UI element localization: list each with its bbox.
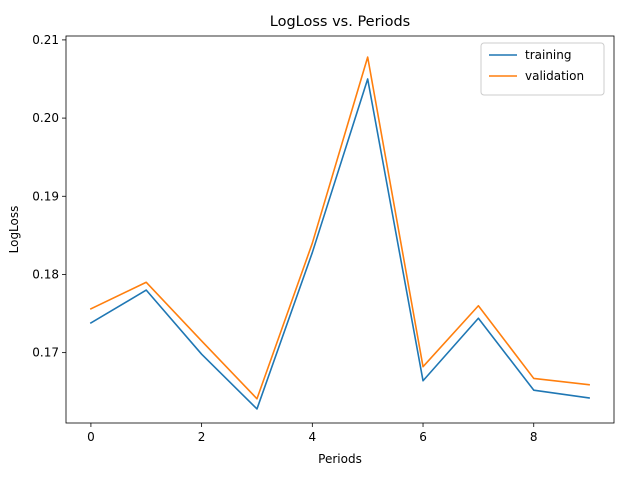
plot-area bbox=[66, 36, 614, 423]
y-axis-title: LogLoss bbox=[7, 206, 21, 254]
axes-border bbox=[65, 35, 615, 424]
x-tick-label: 6 bbox=[419, 430, 427, 444]
x-axis-ticks: 0 2 4 6 8 bbox=[87, 423, 538, 444]
series-lines bbox=[89, 56, 590, 410]
x-axis-title: Periods bbox=[318, 452, 362, 466]
y-axis-ticks: 0.17 0.18 0.19 0.20 0.21 bbox=[32, 33, 66, 360]
y-tick-label: 0.20 bbox=[32, 111, 59, 125]
legend-label-validation: validation bbox=[525, 69, 584, 83]
y-tick-label: 0.17 bbox=[32, 346, 59, 360]
y-tick-label: 0.19 bbox=[32, 189, 59, 203]
x-tick-label: 4 bbox=[309, 430, 317, 444]
chart-title: LogLoss vs. Periods bbox=[270, 14, 410, 30]
axes-spines bbox=[65, 35, 615, 424]
plot-frame bbox=[66, 36, 614, 423]
x-tick-label: 2 bbox=[198, 430, 206, 444]
legend: training validation bbox=[480, 42, 605, 96]
y-tick-label: 0.21 bbox=[32, 33, 59, 47]
x-tick-label: 8 bbox=[530, 430, 538, 444]
y-tick-label: 0.18 bbox=[32, 267, 59, 281]
series-line-training bbox=[89, 78, 590, 410]
legend-label-training: training bbox=[525, 48, 572, 62]
legend-box bbox=[480, 42, 605, 96]
x-tick-label: 0 bbox=[87, 430, 95, 444]
series-line-validation bbox=[89, 56, 590, 400]
